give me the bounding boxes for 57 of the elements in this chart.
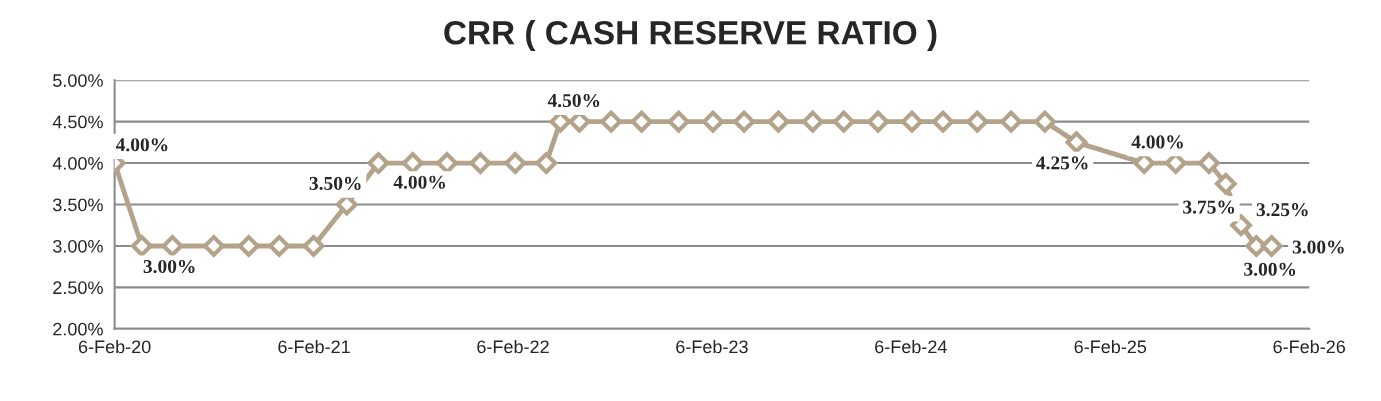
point — [268, 235, 291, 257]
data-label: 4.00% — [1131, 135, 1183, 149]
point — [630, 110, 653, 133]
data-label: 3.00% — [1292, 240, 1344, 254]
x-tick-label: 6-Feb-23 — [676, 339, 748, 354]
point — [767, 110, 790, 133]
point — [367, 152, 390, 174]
x-tick-label: 6-Feb-20 — [78, 339, 151, 354]
point — [1000, 110, 1023, 133]
data-label: 4.50% — [547, 93, 600, 108]
point — [130, 235, 153, 257]
data-label: 4.00% — [115, 138, 168, 152]
point — [832, 110, 855, 133]
point — [504, 152, 527, 174]
data-label: 3.25% — [1256, 203, 1308, 217]
point — [966, 110, 989, 133]
point — [702, 110, 724, 133]
x-tick-label: 6-Feb-22 — [477, 339, 549, 354]
x-tick-label: 6-Feb-21 — [278, 339, 350, 354]
point — [1033, 110, 1056, 133]
point — [1214, 172, 1237, 195]
data-label: 3.75% — [1183, 200, 1235, 214]
y-tick-label: 5.00% — [53, 74, 103, 87]
point — [302, 235, 325, 257]
point — [1197, 152, 1220, 174]
y-tick-label: 4.50% — [52, 115, 103, 129]
chart-title: CRR ( CASH RESERVE RATIO ) — [444, 20, 937, 52]
point — [401, 152, 424, 174]
y-tick-label: 3.50% — [53, 198, 103, 212]
point — [867, 110, 890, 133]
data-label: 4.25% — [1036, 156, 1088, 170]
point — [535, 152, 558, 174]
y-tick-label: 2.00% — [53, 322, 103, 336]
data-label: 3.00% — [1244, 262, 1296, 276]
point — [733, 110, 755, 133]
y-tick-label: 3.00% — [53, 239, 103, 253]
point — [1260, 235, 1283, 257]
point — [932, 110, 954, 133]
x-tick-label: 6-Feb-25 — [1074, 339, 1147, 354]
point — [161, 235, 184, 257]
point — [600, 110, 623, 133]
point — [1230, 214, 1252, 237]
point — [1065, 131, 1088, 154]
point — [436, 152, 458, 174]
y-tick-label: 4.00% — [52, 157, 103, 170]
data-label: 3.50% — [309, 176, 361, 191]
point — [237, 235, 260, 257]
data-label: 3.00% — [143, 259, 195, 274]
point — [202, 235, 225, 257]
y-tick-label: 2.50% — [53, 281, 103, 295]
point — [469, 152, 492, 174]
x-tick-label: 6-Feb-24 — [875, 339, 947, 354]
point — [667, 110, 690, 133]
point — [801, 110, 824, 133]
data-label: 4.00% — [393, 175, 445, 189]
point — [900, 110, 923, 133]
x-tick-label: 6-Feb-26 — [1273, 339, 1346, 354]
